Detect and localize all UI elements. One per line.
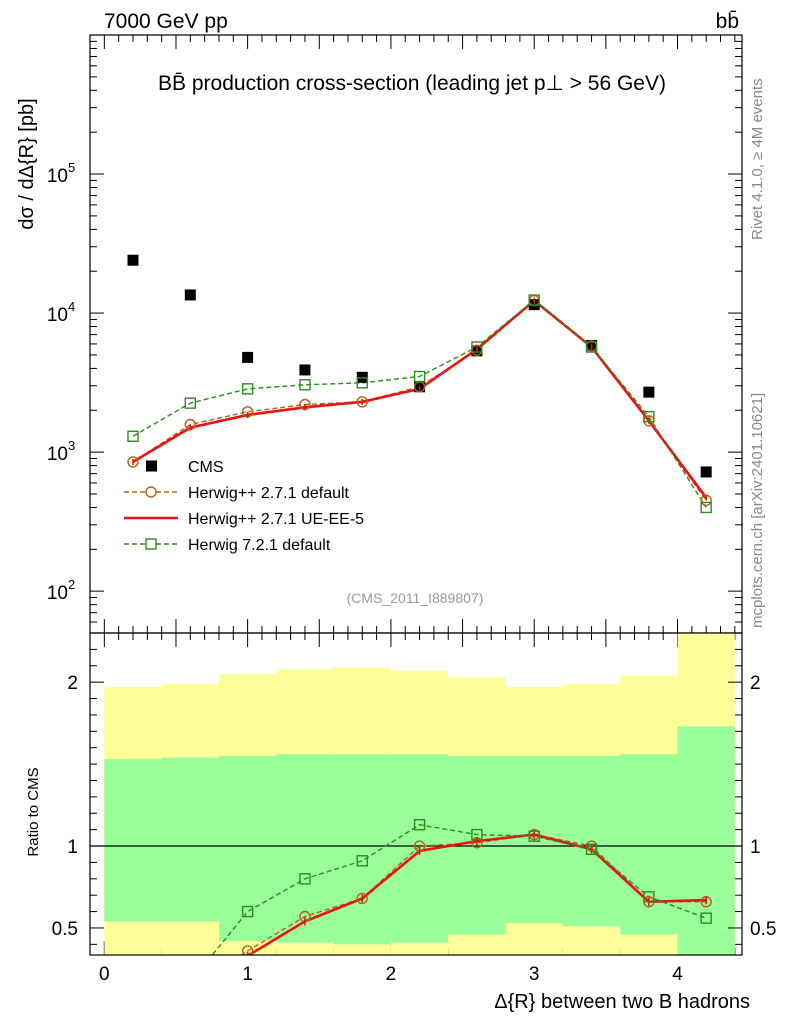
ratio-y-tick-label: 2: [67, 673, 78, 694]
legend-herwig-2-7-1-default-marker: [145, 486, 157, 498]
herwig-default-point: [356, 396, 368, 408]
herwig-default-point: [127, 456, 139, 468]
main-y-axis-label: dσ / dΔ{R} [pb]: [16, 98, 38, 229]
ratio-herwig7-point: [241, 905, 254, 918]
ratio-herwig-default-point: [185, 985, 195, 995]
herwig7-point: [643, 410, 655, 423]
band-1sigma-segment: [677, 726, 735, 955]
x-tick-label: 2: [386, 964, 397, 985]
ratio-herwig7-point: [413, 819, 426, 831]
legend-cms-label: CMS: [188, 459, 224, 476]
legend-herwig-7-2-1-default-marker: [145, 538, 157, 550]
ratio-series-group: [128, 819, 712, 1009]
main-y-tick-exponent: 3: [68, 438, 75, 453]
main-y-tick-exponent: 5: [68, 160, 75, 175]
ratio-band-group: [104, 633, 735, 955]
main-y-tick-label: 10: [47, 305, 68, 326]
ratio-herwig7-point: [356, 855, 368, 867]
main-panel: BB̄ production cross-section (leading je…: [16, 34, 743, 634]
herwig7-point: [700, 501, 712, 514]
cms-data-point: [184, 289, 196, 301]
herwig7-point: [585, 341, 598, 353]
legend-cms-marker: [146, 460, 157, 472]
ratio-herwig7-point: [700, 912, 712, 924]
ratio-frame: [89, 632, 743, 956]
x-tick-label: 4: [672, 964, 683, 985]
ratio-herwig7-point: [299, 873, 311, 885]
ratio-herwig-default-point: [241, 945, 254, 955]
herwig7-point: [356, 377, 368, 389]
legend-herwig-7-2-1-default-label: Herwig 7.2.1 default: [188, 537, 331, 554]
cms-data-point: [643, 386, 655, 398]
ratio-herwig7-point: [585, 843, 598, 856]
band-1sigma-segment: [620, 754, 678, 935]
band-1sigma-segment: [104, 759, 162, 922]
legend-herwig-2-7-1-default-label: Herwig++ 2.7.1 default: [188, 485, 350, 502]
main-y-tick-exponent: 2: [68, 577, 75, 592]
ratio-panel: 0.5 0.5 1 1 2 2 0 1 2 3 4 Ratio to CMS Δ{R} between …: [25, 632, 776, 1013]
ratio-herwig7-point: [128, 996, 138, 1006]
x-tick-label: 1: [242, 964, 253, 985]
mcplots-label: mcplots.cern.ch [arXiv:2401.10621]: [749, 393, 766, 628]
herwig7-point: [471, 341, 483, 353]
ratio-y-tick-label-right: 1: [750, 837, 761, 858]
main-y-tick-label: 10: [47, 166, 68, 187]
x-tick-label: 0: [99, 964, 110, 985]
cms-data-point: [242, 351, 254, 363]
ratio-herwig7-point: [185, 977, 195, 987]
cms-data-point: [700, 466, 712, 478]
ratio-herwig7-point: [643, 891, 655, 903]
ratio-herwig7-point: [471, 828, 483, 841]
herwig7-point: [127, 430, 139, 442]
cms-data-point: [127, 254, 139, 266]
herwig7-point: [299, 379, 311, 391]
main-y-tick-label: 10: [47, 583, 68, 604]
series-line-herwig-7-2-1-default: [132, 299, 707, 508]
legend-herwig-2-7-1-ue-ee-5-label: Herwig++ 2.7.1 UE-EE-5: [188, 511, 364, 528]
ratio-y-axis-label: Ratio to CMS: [25, 767, 42, 856]
herwig7-point: [241, 383, 254, 395]
cms-data-point: [299, 364, 311, 376]
energy-label: 7000 GeV pp: [104, 10, 228, 33]
main-y-tick-exponent: 4: [68, 299, 75, 314]
ratio-herwig-default-point: [128, 999, 138, 1009]
band-1sigma-segment: [161, 757, 219, 922]
ratio-y-tick-label-right: 2: [750, 673, 761, 694]
ratio-herwig7-point: [528, 830, 540, 842]
main-series-group: [127, 254, 712, 514]
ratio-y-tick-label-right: 0.5: [750, 919, 776, 940]
band-1sigma-segment: [218, 755, 277, 942]
main-y-tick-label: 10: [47, 444, 68, 465]
ratio-line-herwig-7-2-1-default: [211, 823, 707, 955]
herwig7-point: [528, 294, 540, 306]
analysis-id-label: (CMS_2011_I889807): [347, 590, 484, 606]
ratio-y-tick-label: 1: [67, 837, 78, 858]
ratio-herwig-default-point: [356, 892, 368, 905]
process-label: bb̄: [716, 10, 739, 33]
x-tick-label: 3: [529, 964, 540, 985]
x-axis-label: Δ{R} between two B hadrons: [494, 991, 750, 1013]
band-1sigma-segment: [333, 754, 391, 945]
rivet-label: Rivet 4.1.0, ≥ 4M events: [749, 78, 766, 240]
herwig7-point: [413, 370, 426, 383]
series-line-herwig-2-7-1-default: [132, 299, 707, 501]
main-title: BB̄ production cross-section (leading je…: [158, 72, 666, 95]
herwig7-point: [184, 397, 197, 409]
ratio-y-tick-label: 0.5: [52, 919, 78, 940]
